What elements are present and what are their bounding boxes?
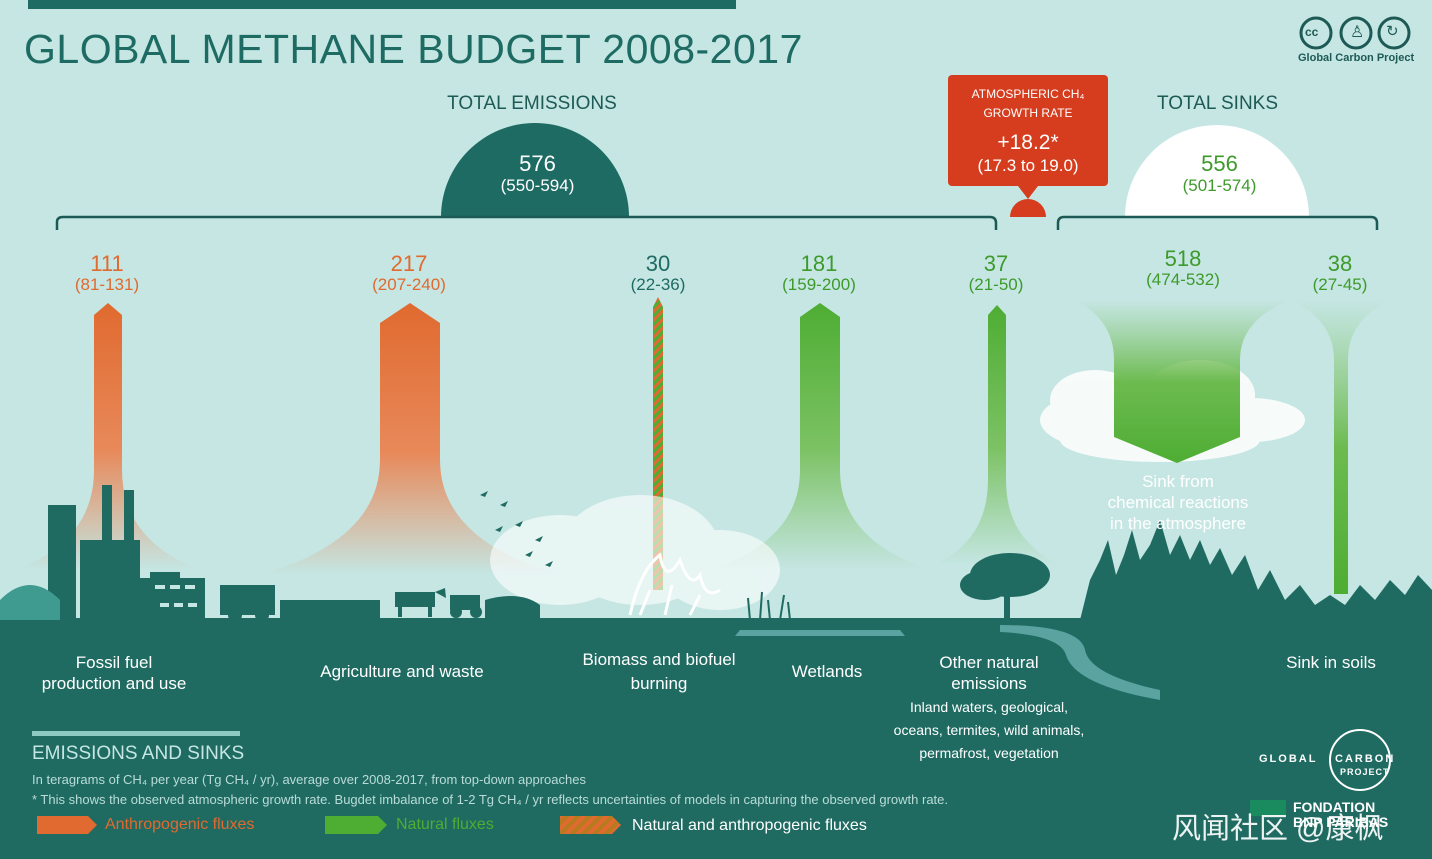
total-emissions-value: 576: [519, 151, 556, 176]
other-natural-detail-2: oceans, termites, wild animals,: [893, 722, 1085, 738]
biomass-label-1: Biomass and biofuel: [582, 650, 736, 669]
growth-rate-label-1: ATMOSPHERIC CH₄: [971, 87, 1085, 101]
legend-units-note: In teragrams of CH₄ per year (Tg CH₄ / y…: [32, 772, 586, 787]
agriculture-label: Agriculture and waste: [320, 662, 484, 681]
sink-atmosphere-funnel: [1075, 300, 1290, 463]
fossil-fuel-value: 111: [90, 251, 124, 276]
by-icon: [1339, 16, 1373, 50]
emissions-dome: [441, 123, 629, 217]
watermark: 风闻社区 @康枫: [1172, 813, 1384, 845]
bnp-logo-mark: [1250, 800, 1286, 816]
fondation-logo-2: BNP PARIBAS: [1293, 814, 1389, 830]
agriculture-scene: [220, 585, 540, 622]
growth-rate-label-2: GROWTH RATE: [983, 106, 1073, 120]
growth-rate-range: (17.3 to 19.0): [977, 156, 1079, 175]
legend-swatch-natural: [325, 816, 387, 834]
total-sinks-value: 556: [1201, 151, 1238, 176]
sink-soils-label: Sink in soils: [1286, 653, 1376, 672]
growth-dome: [1010, 199, 1046, 217]
sink-atmosphere-label-2: chemical reactions: [1107, 493, 1249, 512]
cc-icon: [1299, 16, 1333, 50]
reeds: [747, 591, 791, 621]
sink-atmosphere-label-3: in the atmosphere: [1109, 514, 1247, 533]
legend-swatch-mixed: [560, 816, 621, 834]
wetlands-value: 181: [800, 251, 838, 276]
cc-glyph: cc: [1305, 25, 1319, 39]
legend-heading: EMISSIONS AND SINKS: [32, 743, 245, 764]
legend-swatch-anthropogenic: [37, 816, 97, 834]
legend-mixed-label: Natural and anthropogenic fluxes: [632, 817, 867, 834]
arrow-fossil-fuel: [16, 303, 200, 570]
sinks-bracket: [1056, 215, 1379, 230]
smoke: [490, 495, 780, 610]
fire: [628, 552, 721, 616]
factory-windows: [155, 585, 197, 607]
top-bar: [28, 0, 736, 9]
fossil-fuel-label-1: Fossil fuel: [75, 653, 153, 672]
wetland-water: [735, 630, 905, 636]
total-sinks-label: TOTAL SINKS: [1156, 93, 1279, 114]
wetlands-label: Wetlands: [791, 662, 863, 681]
sinks-dome: [1125, 125, 1309, 217]
forest: [1080, 520, 1432, 620]
biomass-range: (22-36): [630, 275, 686, 294]
page-title: GLOBAL METHANE BUDGET 2008-2017: [24, 26, 803, 72]
river: [1000, 625, 1160, 700]
other-natural-detail-3: permafrost, vegetation: [919, 745, 1059, 761]
arrow-agriculture: [260, 303, 560, 575]
publisher-label: Global Carbon Project: [1298, 52, 1415, 64]
total-sinks-range: (501-574): [1182, 176, 1257, 195]
other-natural-range: (21-50): [968, 275, 1024, 294]
sink-atmosphere-label-1: Sink from: [1142, 472, 1214, 491]
agriculture-range: (207-240): [372, 275, 446, 294]
sa-glyph: ↻: [1386, 23, 1399, 40]
tree: [960, 553, 1050, 620]
legend-footnote: * This shows the observed atmospheric gr…: [32, 792, 949, 807]
fossil-fuel-label-2: production and use: [41, 674, 187, 693]
legend-anthropogenic-label: Anthropogenic fluxes: [105, 816, 255, 833]
factory: [48, 485, 205, 620]
sink-soils-range: (27-45): [1312, 275, 1368, 294]
gcp-logo-ring: [1329, 729, 1391, 791]
growth-box-pointer: [1018, 186, 1038, 199]
arrow-wetlands: [710, 303, 930, 570]
biomass-value: 30: [645, 251, 671, 276]
sink-atmosphere-range: (474-532): [1146, 270, 1220, 289]
arrow-other-natural: [934, 305, 1060, 565]
hill: [0, 585, 60, 620]
gcp-logo-text-1: GLOBAL: [1259, 753, 1318, 765]
sink-soils-value: 38: [1327, 251, 1353, 276]
by-glyph: ♙: [1350, 24, 1365, 41]
sink-soil-funnel: [1290, 300, 1390, 594]
other-natural-value: 37: [983, 251, 1009, 276]
wetlands-range: (159-200): [782, 275, 856, 294]
sink-atmosphere-value: 518: [1164, 246, 1202, 271]
legend-natural-label: Natural fluxes: [396, 816, 494, 833]
birds: [480, 491, 553, 567]
ground: [0, 618, 1432, 859]
total-emissions-label: TOTAL EMISSIONS: [447, 93, 617, 114]
total-emissions-range: (550-594): [500, 176, 575, 195]
gcp-logo-text-2: CARBON: [1335, 753, 1396, 765]
other-natural-detail-1: Inland waters, geological,: [910, 699, 1068, 715]
other-natural-label-2: emissions: [951, 674, 1027, 693]
agriculture-value: 217: [390, 251, 428, 276]
other-natural-label-1: Other natural: [939, 653, 1039, 672]
sa-icon: [1377, 16, 1411, 50]
fossil-fuel-range: (81-131): [74, 275, 140, 294]
gcp-logo-text-3: PROJECT: [1340, 767, 1390, 777]
biomass-label-2: burning: [630, 674, 688, 693]
growth-rate-box: [948, 75, 1108, 186]
growth-rate-value: +18.2*: [997, 131, 1059, 154]
fondation-logo-1: FONDATION: [1293, 799, 1376, 815]
legend-underline: [32, 731, 240, 736]
emissions-bracket: [55, 215, 998, 230]
cc-icons: [1299, 16, 1411, 50]
